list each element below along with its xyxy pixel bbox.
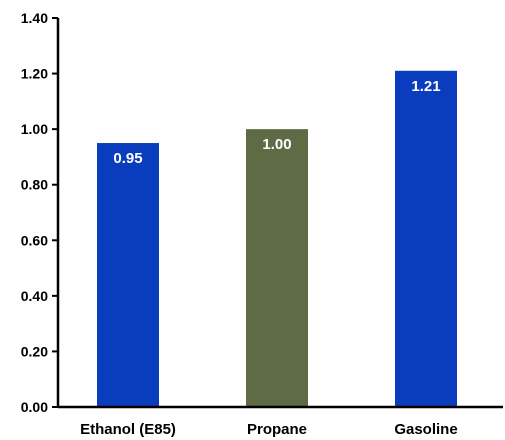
bar-data-label: 0.95 (113, 150, 142, 167)
y-tick-label: 1.20 (21, 66, 48, 82)
x-category-label: Ethanol (E85) (80, 421, 176, 438)
x-axis-labels: Ethanol (E85) Propane Gasoline (80, 421, 458, 438)
y-tick-label: 1.40 (21, 10, 48, 26)
x-category-label: Propane (247, 421, 307, 438)
y-tick-label: 1.00 (21, 121, 48, 137)
bar-data-label: 1.00 (262, 136, 291, 153)
bars-group: 0.95 1.00 1.21 (97, 70, 457, 408)
y-tick-label: 0.00 (21, 399, 48, 415)
bar (97, 143, 159, 408)
x-category-label: Gasoline (394, 421, 457, 438)
bar (246, 129, 308, 407)
y-tick-label: 0.20 (21, 343, 48, 359)
y-tick-label: 0.80 (21, 177, 48, 193)
y-axis-ticks: 0.00 0.20 0.40 0.60 0.80 1.00 1.20 1.40 (21, 10, 58, 415)
y-tick-label: 0.60 (21, 232, 48, 248)
bar (395, 70, 457, 408)
bar-data-label: 1.21 (411, 78, 440, 95)
y-tick-label: 0.40 (21, 288, 48, 304)
